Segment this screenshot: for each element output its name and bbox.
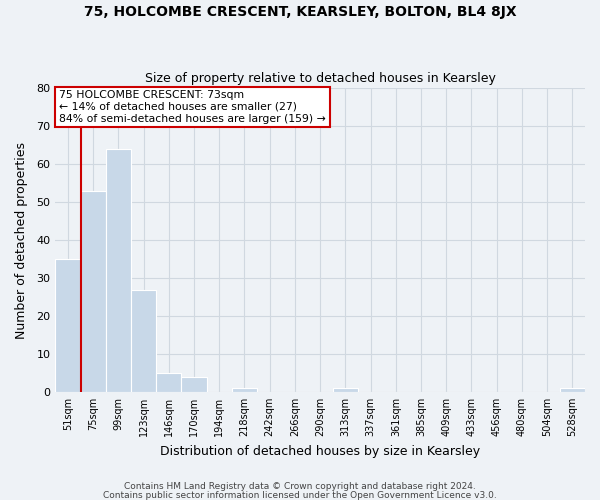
Text: 75 HOLCOMBE CRESCENT: 73sqm
← 14% of detached houses are smaller (27)
84% of sem: 75 HOLCOMBE CRESCENT: 73sqm ← 14% of det… — [59, 90, 326, 124]
Bar — [131, 290, 156, 392]
Bar — [232, 388, 257, 392]
Bar — [106, 149, 131, 392]
Bar — [181, 377, 206, 392]
Bar — [55, 259, 80, 392]
X-axis label: Distribution of detached houses by size in Kearsley: Distribution of detached houses by size … — [160, 444, 480, 458]
Text: Contains HM Land Registry data © Crown copyright and database right 2024.: Contains HM Land Registry data © Crown c… — [124, 482, 476, 491]
Text: 75, HOLCOMBE CRESCENT, KEARSLEY, BOLTON, BL4 8JX: 75, HOLCOMBE CRESCENT, KEARSLEY, BOLTON,… — [83, 5, 517, 19]
Bar — [156, 373, 181, 392]
Bar — [80, 191, 106, 392]
Y-axis label: Number of detached properties: Number of detached properties — [15, 142, 28, 338]
Text: Contains public sector information licensed under the Open Government Licence v3: Contains public sector information licen… — [103, 490, 497, 500]
Bar — [560, 388, 585, 392]
Title: Size of property relative to detached houses in Kearsley: Size of property relative to detached ho… — [145, 72, 496, 85]
Bar — [333, 388, 358, 392]
